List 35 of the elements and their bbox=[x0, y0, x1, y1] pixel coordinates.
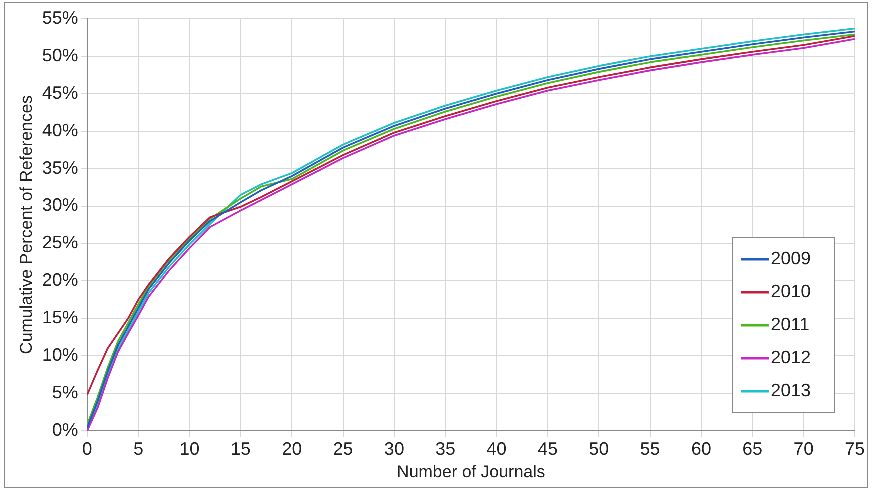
x-tick-label: 65 bbox=[742, 438, 763, 459]
y-tick-label: 40% bbox=[42, 120, 78, 140]
x-axis-title: Number of Journals bbox=[397, 462, 546, 482]
x-tick-label: 70 bbox=[794, 438, 814, 459]
x-tick-label: 50 bbox=[589, 438, 610, 459]
x-tick-label: 60 bbox=[691, 438, 712, 459]
x-tick-label: 0 bbox=[82, 438, 92, 459]
x-tick-label: 30 bbox=[384, 438, 404, 459]
y-tick-label: 20% bbox=[42, 270, 78, 290]
y-tick-label: 10% bbox=[42, 345, 78, 366]
x-tick-label: 75 bbox=[844, 438, 866, 459]
y-axis-title: Cumulative Percent of References bbox=[16, 96, 36, 354]
y-tick-label: 5% bbox=[52, 382, 78, 403]
x-tick-label: 55 bbox=[640, 438, 660, 459]
y-tick-label: 0% bbox=[52, 420, 78, 440]
x-tick-label: 35 bbox=[436, 438, 456, 459]
legend-label: 2011 bbox=[770, 314, 810, 334]
x-tick-label: 45 bbox=[538, 438, 558, 459]
x-tick-label: 10 bbox=[180, 438, 200, 459]
y-tick-label: 50% bbox=[42, 45, 78, 66]
y-tick-label: 55% bbox=[42, 8, 78, 28]
y-tick-label: 15% bbox=[42, 308, 78, 328]
x-tick-label: 20 bbox=[282, 438, 302, 459]
x-tick-label: 5 bbox=[134, 438, 144, 459]
x-tick-label: 15 bbox=[230, 438, 251, 459]
legend-label: 2010 bbox=[770, 281, 812, 302]
y-tick-label: 35% bbox=[42, 158, 78, 178]
legend-label: 2013 bbox=[770, 380, 812, 400]
y-tick-label: 25% bbox=[42, 232, 78, 253]
legend-label: 2009 bbox=[770, 248, 812, 268]
legend-label: 2012 bbox=[770, 347, 812, 368]
x-tick-label: 40 bbox=[486, 438, 507, 459]
y-tick-label: 45% bbox=[42, 82, 78, 103]
y-tick-label: 30% bbox=[42, 195, 78, 216]
x-tick-label: 25 bbox=[333, 438, 354, 459]
